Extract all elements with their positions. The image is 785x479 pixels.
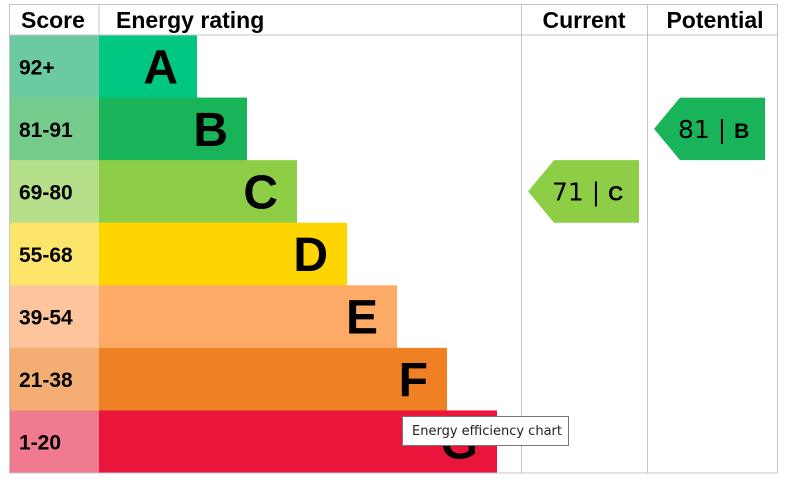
rating-bar-b bbox=[99, 97, 247, 161]
rating-bar-e bbox=[99, 285, 397, 349]
chart-tooltip: Energy efficiency chart bbox=[402, 416, 569, 446]
score-cell-f bbox=[9, 347, 99, 411]
score-cell-e bbox=[9, 285, 99, 349]
current-rating-marker-band: C bbox=[608, 182, 623, 205]
rating-markers: 71 | C 81 | B bbox=[528, 97, 765, 223]
potential-column-header: Potential bbox=[666, 7, 763, 33]
score-range-b: 81-91 bbox=[19, 119, 73, 142]
rating-letter-f: F bbox=[399, 354, 428, 407]
rating-letter-b: B bbox=[193, 104, 228, 157]
potential-rating-marker-value: 81 | B bbox=[678, 115, 749, 144]
energy-rating-column-header: Energy rating bbox=[116, 7, 264, 33]
chart-grid bbox=[9, 4, 778, 474]
current-column-header: Current bbox=[542, 7, 625, 33]
score-range-a: 92+ bbox=[19, 56, 55, 79]
score-cell-c bbox=[9, 160, 99, 224]
rating-bar-a bbox=[99, 35, 197, 98]
rating-letter-d: D bbox=[293, 229, 328, 282]
rating-letter-a: A bbox=[143, 41, 178, 94]
score-range-c: 69-80 bbox=[19, 181, 73, 204]
score-range-g: 1-20 bbox=[19, 432, 61, 455]
rating-bar-d bbox=[99, 222, 347, 286]
current-rating-marker-value: 71 | C bbox=[552, 177, 623, 206]
current-rating-marker-arrow bbox=[528, 160, 639, 223]
current-rating-marker: 71 | C bbox=[528, 160, 639, 223]
potential-rating-marker-arrow bbox=[654, 97, 765, 161]
score-range-e: 39-54 bbox=[19, 307, 73, 330]
chart-header: Score Energy rating Current Potential bbox=[21, 7, 764, 33]
rating-letter-c: C bbox=[243, 166, 278, 219]
score-column-header: Score bbox=[21, 7, 85, 33]
score-cell-b bbox=[9, 97, 99, 161]
score-cell-d bbox=[9, 222, 99, 286]
score-range-f: 21-38 bbox=[19, 369, 73, 392]
score-range-d: 55-68 bbox=[19, 244, 73, 267]
score-cell-a bbox=[9, 35, 99, 98]
rating-letter-e: E bbox=[346, 292, 378, 345]
rating-bar-f bbox=[99, 347, 447, 411]
potential-rating-marker-band: B bbox=[734, 120, 749, 143]
potential-rating-marker: 81 | B bbox=[654, 97, 765, 161]
rating-bar-c bbox=[99, 160, 297, 224]
score-cell-g bbox=[9, 410, 99, 474]
